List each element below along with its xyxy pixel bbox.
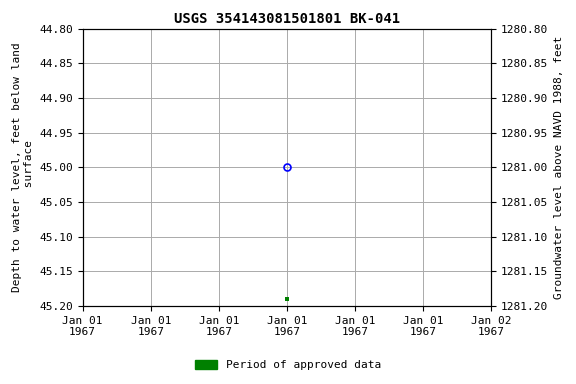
Legend: Period of approved data: Period of approved data [191, 355, 385, 375]
Y-axis label: Depth to water level, feet below land
 surface: Depth to water level, feet below land su… [12, 43, 33, 292]
Title: USGS 354143081501801 BK-041: USGS 354143081501801 BK-041 [174, 12, 400, 26]
Y-axis label: Groundwater level above NAVD 1988, feet: Groundwater level above NAVD 1988, feet [554, 36, 564, 299]
